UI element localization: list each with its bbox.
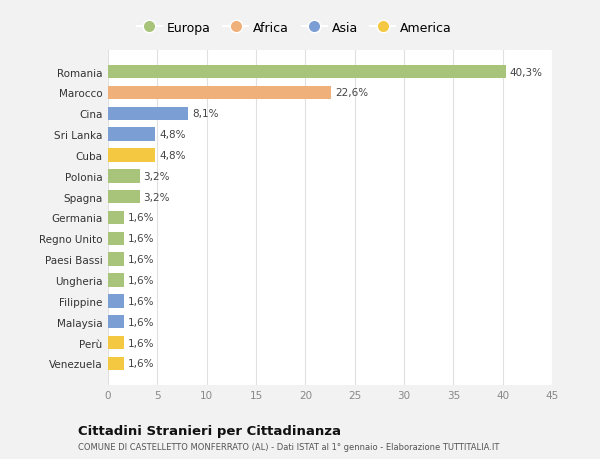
Bar: [108, 357, 124, 370]
Bar: [108, 86, 331, 100]
Text: 1,6%: 1,6%: [128, 234, 154, 244]
Text: 3,2%: 3,2%: [143, 192, 170, 202]
Bar: [108, 107, 188, 121]
Bar: [108, 253, 124, 266]
Text: 3,2%: 3,2%: [143, 172, 170, 181]
Text: 4,8%: 4,8%: [160, 151, 186, 161]
Bar: [108, 190, 140, 204]
Text: 4,8%: 4,8%: [160, 130, 186, 140]
Bar: [108, 149, 155, 162]
Legend: Europa, Africa, Asia, America: Europa, Africa, Asia, America: [132, 17, 457, 39]
Bar: [108, 274, 124, 287]
Text: 1,6%: 1,6%: [128, 213, 154, 223]
Text: 1,6%: 1,6%: [128, 317, 154, 327]
Text: COMUNE DI CASTELLETTO MONFERRATO (AL) - Dati ISTAT al 1° gennaio - Elaborazione : COMUNE DI CASTELLETTO MONFERRATO (AL) - …: [78, 442, 499, 451]
Text: 1,6%: 1,6%: [128, 255, 154, 264]
Bar: [108, 170, 140, 183]
Bar: [108, 128, 155, 142]
Text: 1,6%: 1,6%: [128, 358, 154, 369]
Text: 1,6%: 1,6%: [128, 296, 154, 306]
Bar: [108, 336, 124, 350]
Bar: [108, 66, 506, 79]
Bar: [108, 232, 124, 246]
Bar: [108, 315, 124, 329]
Text: 40,3%: 40,3%: [509, 67, 542, 78]
Bar: [108, 211, 124, 225]
Bar: [108, 294, 124, 308]
Text: Cittadini Stranieri per Cittadinanza: Cittadini Stranieri per Cittadinanza: [78, 425, 341, 437]
Text: 22,6%: 22,6%: [335, 88, 368, 98]
Text: 1,6%: 1,6%: [128, 338, 154, 348]
Text: 8,1%: 8,1%: [192, 109, 218, 119]
Text: 1,6%: 1,6%: [128, 275, 154, 285]
